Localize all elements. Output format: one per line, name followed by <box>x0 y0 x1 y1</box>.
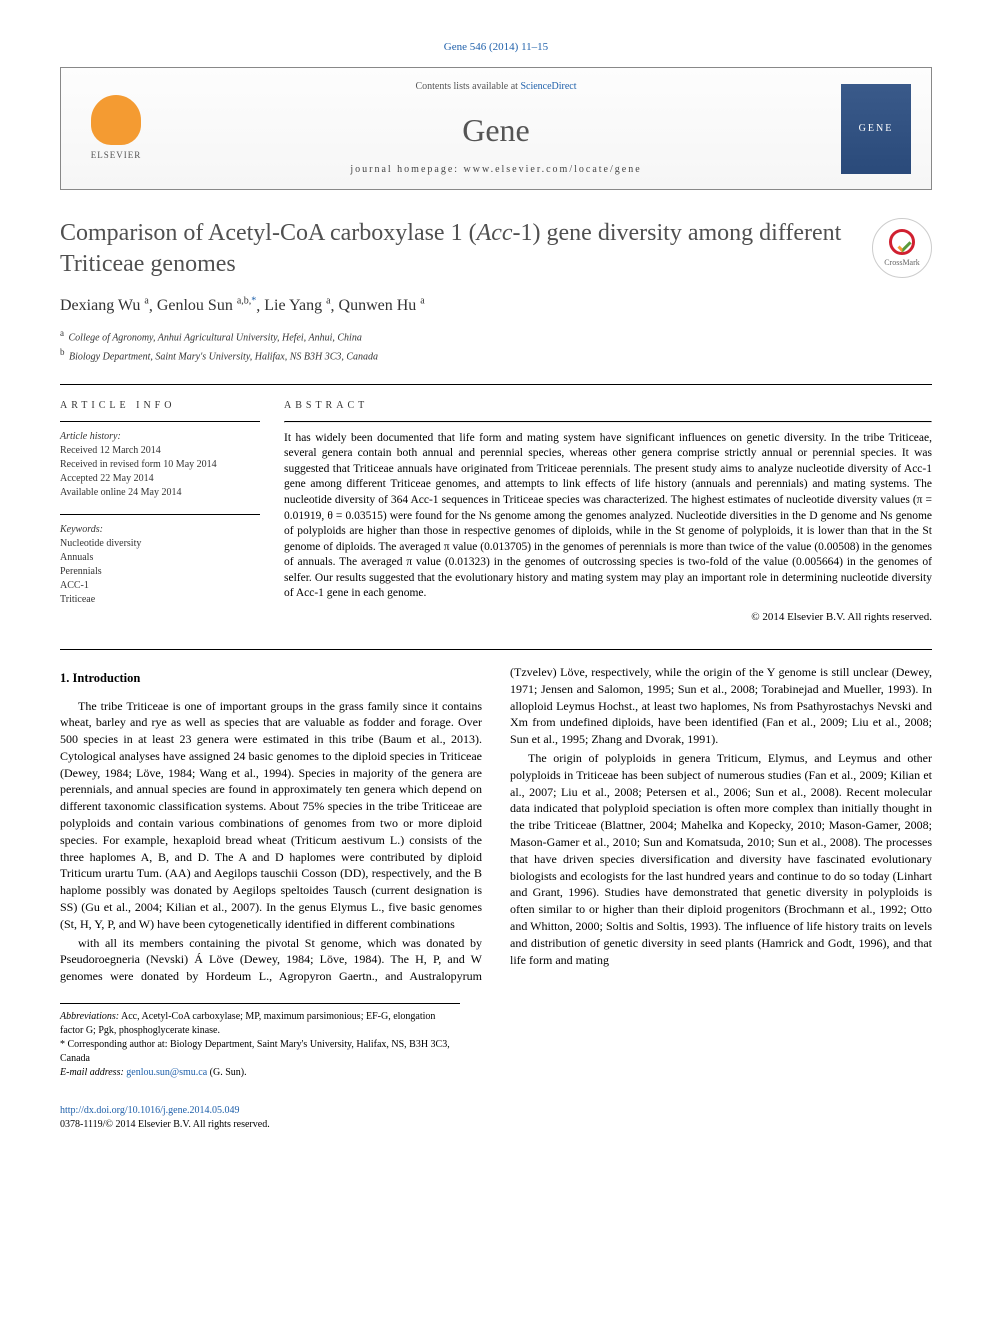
divider <box>60 384 932 385</box>
journal-homepage: journal homepage: www.elsevier.com/locat… <box>151 163 841 177</box>
sciencedirect-link[interactable]: ScienceDirect <box>520 81 576 92</box>
author-name: Qunwen Hu <box>339 297 417 314</box>
article-info-heading: ARTICLE INFO <box>60 399 260 413</box>
divider <box>60 514 260 515</box>
journal-header: ELSEVIER Contents lists available at Sci… <box>60 67 932 190</box>
abbrev-label: Abbreviations: <box>60 1011 119 1022</box>
article-footer: Abbreviations: Acc, Acetyl-CoA carboxyla… <box>60 1003 460 1080</box>
contents-line: Contents lists available at ScienceDirec… <box>151 80 841 94</box>
abstract-heading: ABSTRACT <box>284 399 932 413</box>
journal-center: Contents lists available at ScienceDirec… <box>151 80 841 177</box>
elsevier-logo: ELSEVIER <box>81 89 151 169</box>
elsevier-tree-icon <box>91 95 141 145</box>
abstract-text: It has widely been documented that life … <box>284 431 932 602</box>
email-author: (G. Sun). <box>207 1067 246 1078</box>
divider <box>284 421 932 423</box>
elsevier-publisher-text: ELSEVIER <box>91 149 142 162</box>
intro-paragraph: The tribe Triticeae is one of important … <box>60 698 482 933</box>
affil-sup: b <box>60 347 65 357</box>
author-name: Lie Yang <box>264 297 322 314</box>
author: Qunwen Hu a <box>339 297 425 314</box>
abstract-copyright: © 2014 Elsevier B.V. All rights reserved… <box>284 610 932 625</box>
title-part-1: Comparison of Acetyl-CoA carboxylase 1 ( <box>60 220 477 246</box>
author-sup: a,b, <box>237 296 251 307</box>
abstract-column: ABSTRACT It has widely been documented t… <box>284 399 932 625</box>
issn-line: 0378-1119/© 2014 Elsevier B.V. All right… <box>60 1118 932 1132</box>
keywords-block: Keywords: Nucleotide diversity Annuals P… <box>60 523 260 607</box>
page-footer: http://dx.doi.org/10.1016/j.gene.2014.05… <box>60 1104 932 1132</box>
corresponding-author-line: * Corresponding author at: Biology Depar… <box>60 1038 460 1066</box>
journal-cover-thumbnail: GENE <box>841 84 911 174</box>
keyword: Perennials <box>60 565 260 579</box>
journal-name: Gene <box>151 108 841 153</box>
title-italic: Acc <box>477 220 513 246</box>
abbreviations-line: Abbreviations: Acc, Acetyl-CoA carboxyla… <box>60 1010 460 1038</box>
author: Lie Yang a <box>264 297 330 314</box>
author-sup: a <box>326 296 330 307</box>
crossmark-badge[interactable]: CrossMark <box>872 218 932 278</box>
section-heading-intro: 1. Introduction <box>60 670 482 688</box>
email-label: E-mail address: <box>60 1067 124 1078</box>
author: Genlou Sun a,b,* <box>157 297 256 314</box>
email-link[interactable]: genlou.sun@smu.ca <box>126 1067 207 1078</box>
main-body: 1. Introduction The tribe Triticeae is o… <box>60 664 932 985</box>
article-info-column: ARTICLE INFO Article history: Received 1… <box>60 399 260 625</box>
divider <box>60 649 932 650</box>
divider <box>60 421 260 422</box>
history-online: Available online 24 May 2014 <box>60 486 260 500</box>
history-accepted: Accepted 22 May 2014 <box>60 472 260 486</box>
author-name: Dexiang Wu <box>60 297 140 314</box>
info-abstract-row: ARTICLE INFO Article history: Received 1… <box>60 399 932 625</box>
email-line: E-mail address: genlou.sun@smu.ca (G. Su… <box>60 1066 460 1080</box>
authors-line: Dexiang Wu a, Genlou Sun a,b,*, Lie Yang… <box>60 295 932 318</box>
keyword: ACC-1 <box>60 579 260 593</box>
contents-prefix: Contents lists available at <box>415 81 520 92</box>
corr-label: * Corresponding author at: <box>60 1039 167 1050</box>
corresponding-marker: * <box>251 296 256 307</box>
keyword: Triticeae <box>60 593 260 607</box>
affiliation: a College of Agronomy, Anhui Agricultura… <box>60 327 932 345</box>
keywords-label: Keywords: <box>60 523 260 537</box>
crossmark-icon <box>889 229 915 255</box>
author-sup: a <box>144 296 148 307</box>
affil-text: College of Agronomy, Anhui Agricultural … <box>69 333 362 344</box>
doi-link[interactable]: http://dx.doi.org/10.1016/j.gene.2014.05… <box>60 1105 240 1116</box>
keyword: Nucleotide diversity <box>60 537 260 551</box>
history-received: Received 12 March 2014 <box>60 444 260 458</box>
history-label: Article history: <box>60 430 260 444</box>
affil-sup: a <box>60 328 64 338</box>
header-citation: Gene 546 (2014) 11–15 <box>60 40 932 55</box>
author: Dexiang Wu a <box>60 297 149 314</box>
article-title: Comparison of Acetyl-CoA carboxylase 1 (… <box>60 218 932 280</box>
affiliation: b Biology Department, Saint Mary's Unive… <box>60 346 932 364</box>
author-sup: a <box>420 296 424 307</box>
history-revised: Received in revised form 10 May 2014 <box>60 458 260 472</box>
keyword: Annuals <box>60 551 260 565</box>
affil-text: Biology Department, Saint Mary's Univers… <box>69 351 378 362</box>
history-block: Article history: Received 12 March 2014 … <box>60 430 260 500</box>
affiliations: a College of Agronomy, Anhui Agricultura… <box>60 327 932 364</box>
intro-paragraph: The origin of polyploids in genera Triti… <box>510 750 932 968</box>
crossmark-label: CrossMark <box>884 257 920 268</box>
author-name: Genlou Sun <box>157 297 233 314</box>
